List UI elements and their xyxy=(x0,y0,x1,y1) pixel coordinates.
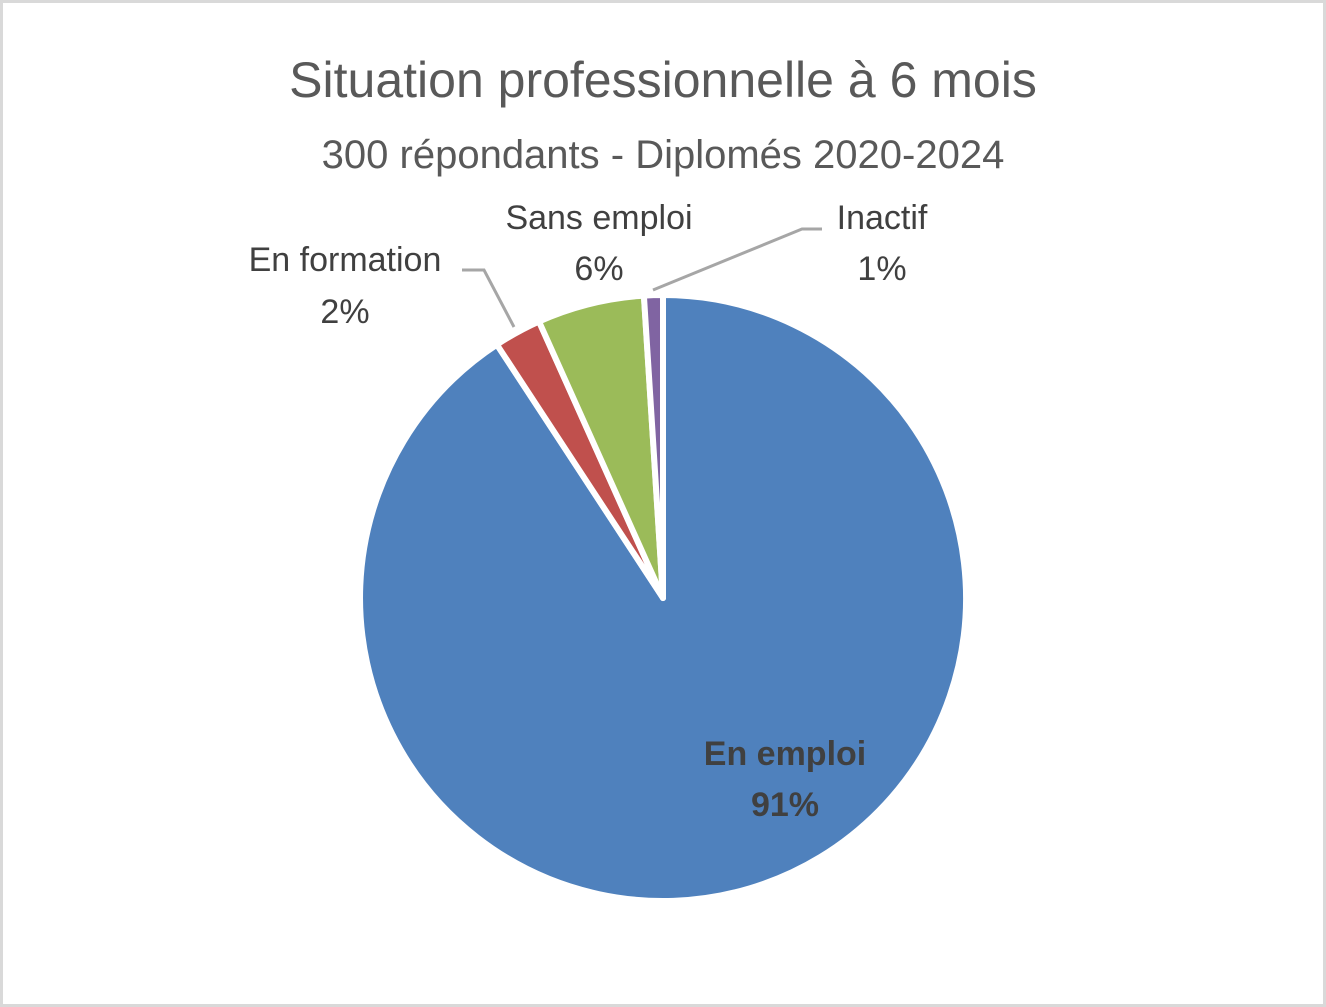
leader-line-en-formation xyxy=(462,268,516,328)
chart-subtitle: 300 répondants - Diplomés 2020-2024 xyxy=(322,133,1005,177)
leader-line-inactif xyxy=(652,227,822,292)
label-inactif-pct: 1% xyxy=(857,250,906,288)
label-inactif-name: Inactif xyxy=(837,199,928,237)
chart-title: Situation professionnelle à 6 mois xyxy=(289,52,1037,108)
slice-inactif xyxy=(640,291,666,601)
label-en-emploi-pct: 91% xyxy=(751,786,819,824)
label-en-formation-pct: 2% xyxy=(320,293,369,331)
label-en-formation-name: En formation xyxy=(249,241,442,279)
label-en-emploi-name: En emploi xyxy=(704,735,866,773)
label-sans-emploi-pct: 6% xyxy=(574,250,623,288)
label-sans-emploi-name: Sans emploi xyxy=(505,199,692,237)
